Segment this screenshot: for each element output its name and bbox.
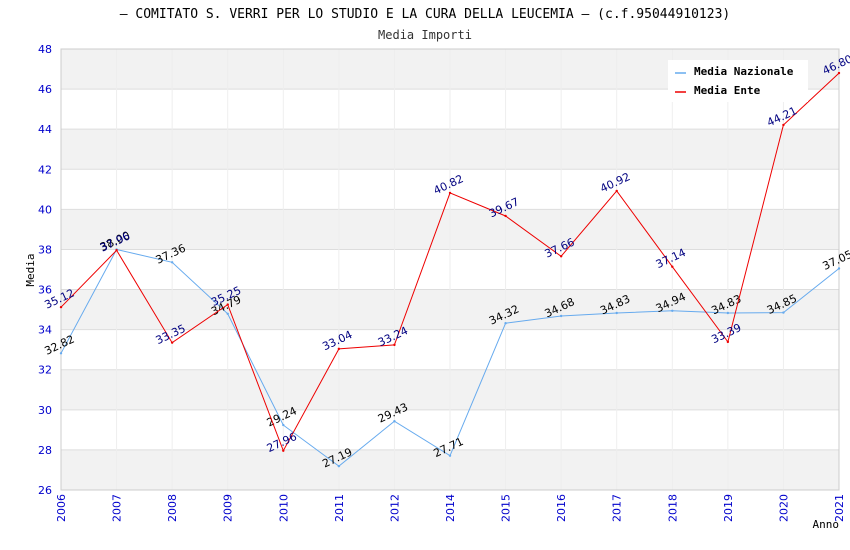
x-tick-label: 2014 (444, 494, 457, 522)
data-point (782, 123, 785, 127)
x-tick-label: 2021 (833, 494, 846, 522)
data-point (504, 214, 507, 218)
data-point (504, 322, 507, 325)
data-point (282, 423, 285, 427)
data-label: 44.21 (765, 104, 799, 129)
data-point (115, 249, 118, 252)
y-tick-label: 30 (38, 404, 52, 417)
data-point (671, 265, 674, 268)
data-point (59, 352, 63, 355)
legend-box (668, 60, 808, 102)
data-point (226, 312, 229, 316)
data-point (559, 314, 563, 318)
data-point (170, 341, 174, 344)
data-point (448, 454, 452, 457)
data-point (671, 309, 674, 312)
y-tick-label: 46 (38, 83, 52, 96)
x-tick-label: 2008 (166, 494, 179, 522)
data-point (782, 311, 785, 314)
x-tick-label: 2015 (500, 494, 513, 522)
data-point (837, 71, 841, 75)
data-point (337, 347, 341, 351)
x-tick-label: 2009 (222, 494, 235, 522)
y-tick-label: 48 (38, 43, 52, 56)
data-point (226, 303, 229, 306)
data-point (337, 464, 341, 468)
y-tick-label: 42 (38, 163, 52, 176)
x-tick-label: 2017 (611, 494, 624, 522)
data-point (615, 189, 618, 193)
y-tick-label: 28 (38, 444, 52, 457)
data-label: 40.82 (431, 172, 465, 197)
data-point (837, 267, 841, 270)
x-tick-label: 2019 (722, 494, 735, 522)
legend-label-media-ente: Media Ente (694, 84, 761, 97)
y-tick-label: 38 (38, 243, 52, 256)
legend-label-media-nazionale: Media Nazionale (694, 65, 794, 78)
data-point (615, 311, 618, 315)
x-tick-label: 2006 (55, 494, 68, 522)
data-label: 37.05 (820, 248, 850, 273)
y-tick-label: 34 (38, 324, 52, 337)
x-tick-label: 2011 (333, 494, 346, 522)
data-point (59, 305, 63, 309)
data-point (393, 420, 396, 423)
chart-title: – COMITATO S. VERRI PER LO STUDIO E LA C… (120, 7, 730, 22)
y-tick-label: 40 (38, 203, 52, 216)
y-tick-label: 26 (38, 484, 52, 497)
x-tick-label: 2007 (111, 494, 124, 522)
x-tick-label: 2012 (388, 494, 401, 522)
data-point (393, 343, 396, 347)
y-axis-ticks: 26 28 30 32 34 36 38 40 42 44 46 48 (38, 43, 52, 497)
grid-lines (60, 48, 840, 491)
x-tick-label: 2020 (777, 494, 790, 522)
data-point (170, 261, 174, 264)
data-point (448, 191, 452, 195)
x-tick-label: 2010 (277, 494, 290, 522)
legend: Media Nazionale Media Ente (668, 60, 808, 102)
y-tick-label: 44 (38, 123, 52, 136)
data-label: 33.04 (320, 328, 354, 353)
y-tick-label: 32 (38, 364, 52, 377)
y-axis-label: Media (24, 253, 37, 286)
chart-subtitle: Media Importi (378, 28, 472, 42)
x-tick-label: 2016 (555, 494, 568, 522)
x-axis-ticks: 2006 2007 2008 2009 2010 2011 2012 2014 2015 2016… (55, 494, 846, 522)
x-tick-label: 2018 (666, 494, 679, 522)
data-point (726, 311, 730, 315)
data-point (726, 340, 730, 344)
data-point (559, 255, 563, 258)
data-point (282, 449, 285, 452)
y-tick-label: 36 (38, 284, 52, 297)
x-axis-label: Anno (813, 518, 840, 531)
data-label: 40.92 (598, 170, 632, 195)
